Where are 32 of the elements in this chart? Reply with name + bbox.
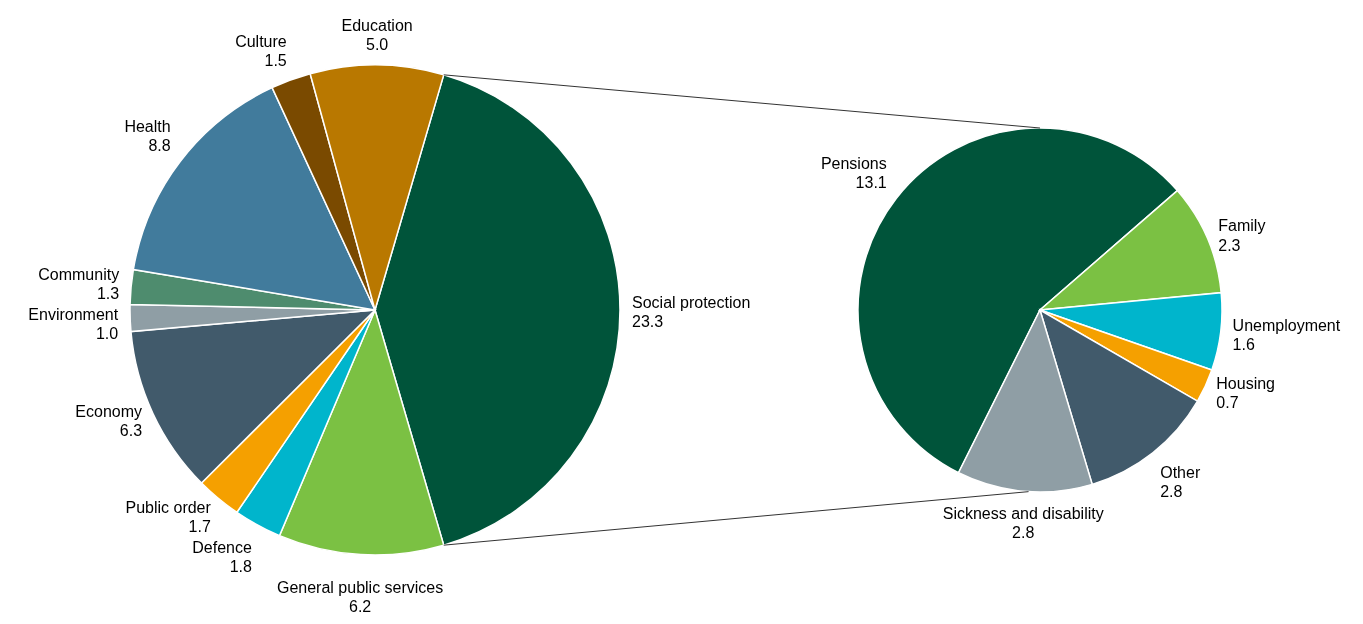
data-label: 6.2	[348, 597, 372, 615]
data-label: 1.0	[95, 325, 119, 343]
data-label: 1.8	[229, 557, 252, 575]
slice-label: Family	[1218, 217, 1266, 235]
data-label: 0.7	[1216, 394, 1239, 412]
slice-label: Pensions	[820, 155, 887, 173]
slice-label: Social protection	[632, 294, 751, 311]
slice-label: Other	[1160, 464, 1201, 482]
data-label: 2.3	[1218, 236, 1241, 254]
data-label: 2.8	[1160, 483, 1183, 501]
slice-label: Community	[38, 266, 120, 284]
data-label: 8.8	[148, 137, 171, 155]
slice-label: Education	[341, 17, 413, 35]
data-label: 1.3	[96, 285, 120, 303]
slice-label: Housing	[1216, 374, 1275, 392]
slice-label: Sickness and disability	[942, 505, 1104, 523]
slice-label: Unemployment	[1232, 317, 1341, 335]
data-label: 23.3	[632, 313, 664, 331]
data-label: 13.1	[855, 174, 887, 192]
data-label: 6.3	[119, 421, 143, 439]
slice-label: General public services	[276, 578, 444, 596]
slice-label: Public order	[125, 498, 212, 516]
data-label: 1.7	[188, 517, 211, 535]
slice-label: Culture	[235, 32, 287, 50]
data-label: 1.5	[264, 51, 287, 69]
data-label: 2.8	[1012, 524, 1035, 542]
data-label: 5.0	[366, 36, 389, 54]
slice-label: Health	[124, 118, 171, 136]
slice-label: Environment	[28, 306, 119, 324]
data-label: 1.6	[1232, 336, 1255, 354]
slice-label: Defence	[192, 538, 252, 556]
slice-label: Economy	[75, 402, 143, 420]
